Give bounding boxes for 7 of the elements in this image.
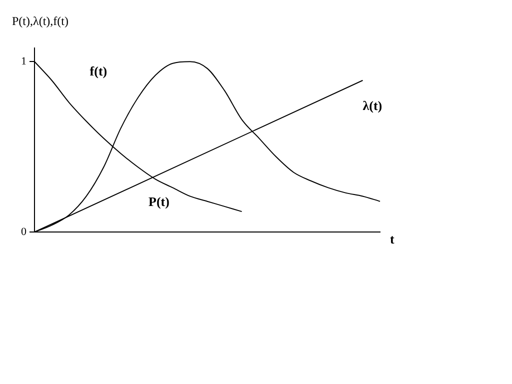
annotation: λ(t) (362, 98, 382, 114)
y-tick-label: 0 (21, 226, 27, 238)
y-axis-title: P(t),λ(t),f(t) (12, 14, 68, 28)
annotation: P(t) (148, 194, 170, 209)
y-tick-label: 1 (21, 56, 26, 68)
annotation: f(t) (90, 63, 108, 78)
x-axis-title: t (390, 231, 395, 246)
